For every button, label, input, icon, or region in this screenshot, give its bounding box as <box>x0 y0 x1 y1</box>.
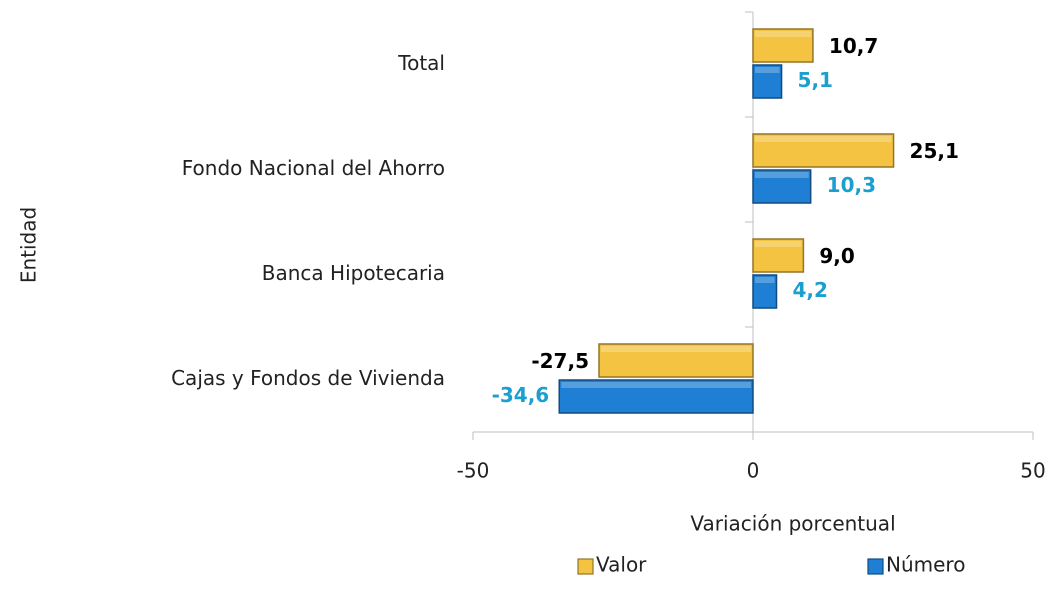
legend-swatch <box>867 558 884 575</box>
y-tick-label: Fondo Nacional del Ahorro <box>182 156 445 180</box>
data-label: 4,2 <box>793 278 828 302</box>
x-tick-label: -50 <box>457 459 490 483</box>
bar <box>752 64 783 99</box>
bar-highlight <box>755 136 892 142</box>
y-axis-label: Entidad <box>17 207 41 283</box>
data-label: 9,0 <box>819 244 854 268</box>
data-label: 10,7 <box>829 34 878 58</box>
x-tick-label: 50 <box>1020 459 1045 483</box>
legend-label: Número <box>886 553 965 577</box>
bar <box>752 169 812 204</box>
x-tick-label: 0 <box>747 459 760 483</box>
bar-highlight <box>601 346 751 352</box>
y-tick-label: Banca Hipotecaria <box>262 261 445 285</box>
bar <box>558 379 754 414</box>
bar-highlight <box>755 31 811 37</box>
bar-highlight <box>755 172 809 178</box>
data-label: -27,5 <box>531 349 589 373</box>
data-label: 10,3 <box>827 173 876 197</box>
bar <box>752 274 778 309</box>
y-tick-label: Total <box>397 51 445 75</box>
y-tick-label: Cajas y Fondos de Vivienda <box>171 366 445 390</box>
bar-highlight <box>755 67 780 73</box>
bar <box>752 28 814 63</box>
legend-label: Valor <box>596 553 647 577</box>
bar <box>752 238 805 273</box>
bar <box>598 343 754 378</box>
data-label: 25,1 <box>910 139 959 163</box>
bar <box>752 133 895 168</box>
data-label: 5,1 <box>798 68 833 92</box>
x-axis-label: Variación porcentual <box>690 512 895 536</box>
legend-swatch <box>577 558 594 575</box>
bar-highlight <box>755 241 802 247</box>
bar-highlight <box>561 382 751 388</box>
data-label: -34,6 <box>492 383 550 407</box>
bar-highlight <box>755 277 775 283</box>
